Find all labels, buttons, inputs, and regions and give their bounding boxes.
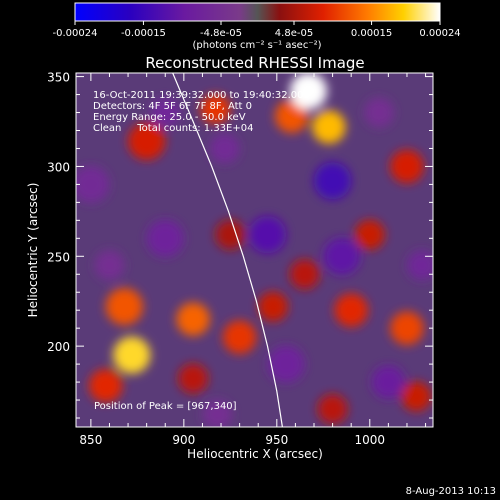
heatmap-source-21 bbox=[146, 219, 184, 257]
heatmap-source-32 bbox=[202, 399, 233, 427]
heatmap-source-10 bbox=[258, 291, 288, 322]
heatmap-source-5 bbox=[105, 288, 143, 326]
y-tick-label: 200 bbox=[47, 340, 70, 354]
heatmap-source-31 bbox=[364, 97, 394, 128]
footer-date: 8-Aug-2013 10:13 bbox=[406, 486, 496, 497]
x-tick-label: 1000 bbox=[355, 433, 386, 447]
heatmap-source-13 bbox=[354, 219, 385, 250]
heatmap-source-3 bbox=[128, 122, 166, 160]
colorbar-tick-label: 4.8e-05 bbox=[275, 28, 313, 39]
plot-frame bbox=[75, 72, 434, 428]
heatmap-source-23 bbox=[248, 216, 287, 254]
heatmap-source-22 bbox=[150, 97, 181, 128]
heatmap-source-9 bbox=[89, 368, 123, 403]
heatmap-source-27 bbox=[371, 365, 406, 399]
colorbar-tick-label: 0.00024 bbox=[419, 28, 460, 39]
heatmap-source-29 bbox=[209, 133, 240, 164]
annotation-energy-range: Energy Range: 25.0 - 50.0 keV bbox=[93, 112, 246, 123]
heatmap-source-11 bbox=[334, 293, 368, 327]
annotation-detectors: Detectors: 4F 5F 6F 7F 8F, Att 0 bbox=[93, 101, 252, 112]
x-tick-label: 850 bbox=[79, 433, 102, 447]
colorbar-gradient bbox=[74, 2, 441, 22]
heatmap-layer bbox=[76, 73, 433, 427]
heatmap-source-17 bbox=[317, 394, 348, 424]
heatmap-source-16 bbox=[401, 381, 432, 412]
solar-limb-line bbox=[172, 73, 283, 427]
colorbar-tick-label: -0.00024 bbox=[53, 28, 98, 39]
heatmap-source-7 bbox=[176, 302, 210, 336]
heatmap-source-14 bbox=[289, 259, 320, 290]
y-axis-label: Heliocentric Y (arcsec) bbox=[26, 183, 40, 318]
heatmap-source-8 bbox=[222, 320, 257, 354]
colorbar-ticks: -0.00024 -0.00015 -4.8e-05 4.8e-05 0.00015 0.… bbox=[53, 21, 461, 39]
colorbar-tick-label: -4.8e-05 bbox=[200, 28, 242, 39]
annotation-block: 16-Oct-2011 19:39:32.000 to 19:40:32.000… bbox=[93, 90, 310, 134]
heatmap-source-1 bbox=[312, 110, 346, 144]
heatmap-source-4 bbox=[200, 94, 231, 124]
heatmap-source-19 bbox=[178, 363, 209, 394]
heatmap-source-6 bbox=[113, 336, 151, 374]
x-axis-label: Heliocentric X (arcsec) bbox=[187, 447, 323, 461]
y-tick-label: 300 bbox=[47, 160, 70, 174]
colorbar-tick-label: 0.00015 bbox=[351, 28, 392, 39]
chart-title: Reconstructed RHESSI Image bbox=[145, 54, 364, 72]
heatmap-source-30 bbox=[94, 250, 125, 281]
colorbar-unit-label: (photons cm⁻² s⁻¹ asec⁻²) bbox=[192, 40, 321, 51]
heatmap-source-20 bbox=[76, 165, 110, 203]
plot-area: 850 900 950 1000 200 250 300 350 bbox=[47, 71, 434, 447]
annotation-time-range: 16-Oct-2011 19:39:32.000 to 19:40:32.000 bbox=[93, 90, 310, 101]
heatmap-source-24 bbox=[314, 162, 352, 200]
heatmap-source-15 bbox=[390, 149, 424, 184]
colorbar: -0.00024 -0.00015 -4.8e-05 4.8e-05 0.00015 0.… bbox=[53, 2, 461, 51]
axis-ticks: 850 900 950 1000 200 250 300 350 bbox=[47, 71, 433, 447]
x-tick-label: 900 bbox=[172, 433, 195, 447]
peak-position-label: Position of Peak = [967,340] bbox=[94, 401, 237, 412]
y-tick-label: 250 bbox=[47, 250, 70, 264]
heatmap-source-0 bbox=[289, 73, 328, 110]
x-tick-label: 950 bbox=[265, 433, 288, 447]
heatmap-source-26 bbox=[267, 345, 305, 383]
y-tick-label: 350 bbox=[47, 71, 70, 85]
heatmap-source-12 bbox=[390, 311, 424, 345]
heatmap-source-2 bbox=[274, 99, 309, 133]
heatmap-source-25 bbox=[323, 237, 361, 275]
colorbar-tick-label: -0.00015 bbox=[121, 28, 166, 39]
heatmap-source-28 bbox=[406, 250, 433, 281]
annotation-total-counts: Clean Total counts: 1.33E+04 bbox=[93, 123, 253, 134]
heatmap-source-18 bbox=[215, 219, 246, 250]
